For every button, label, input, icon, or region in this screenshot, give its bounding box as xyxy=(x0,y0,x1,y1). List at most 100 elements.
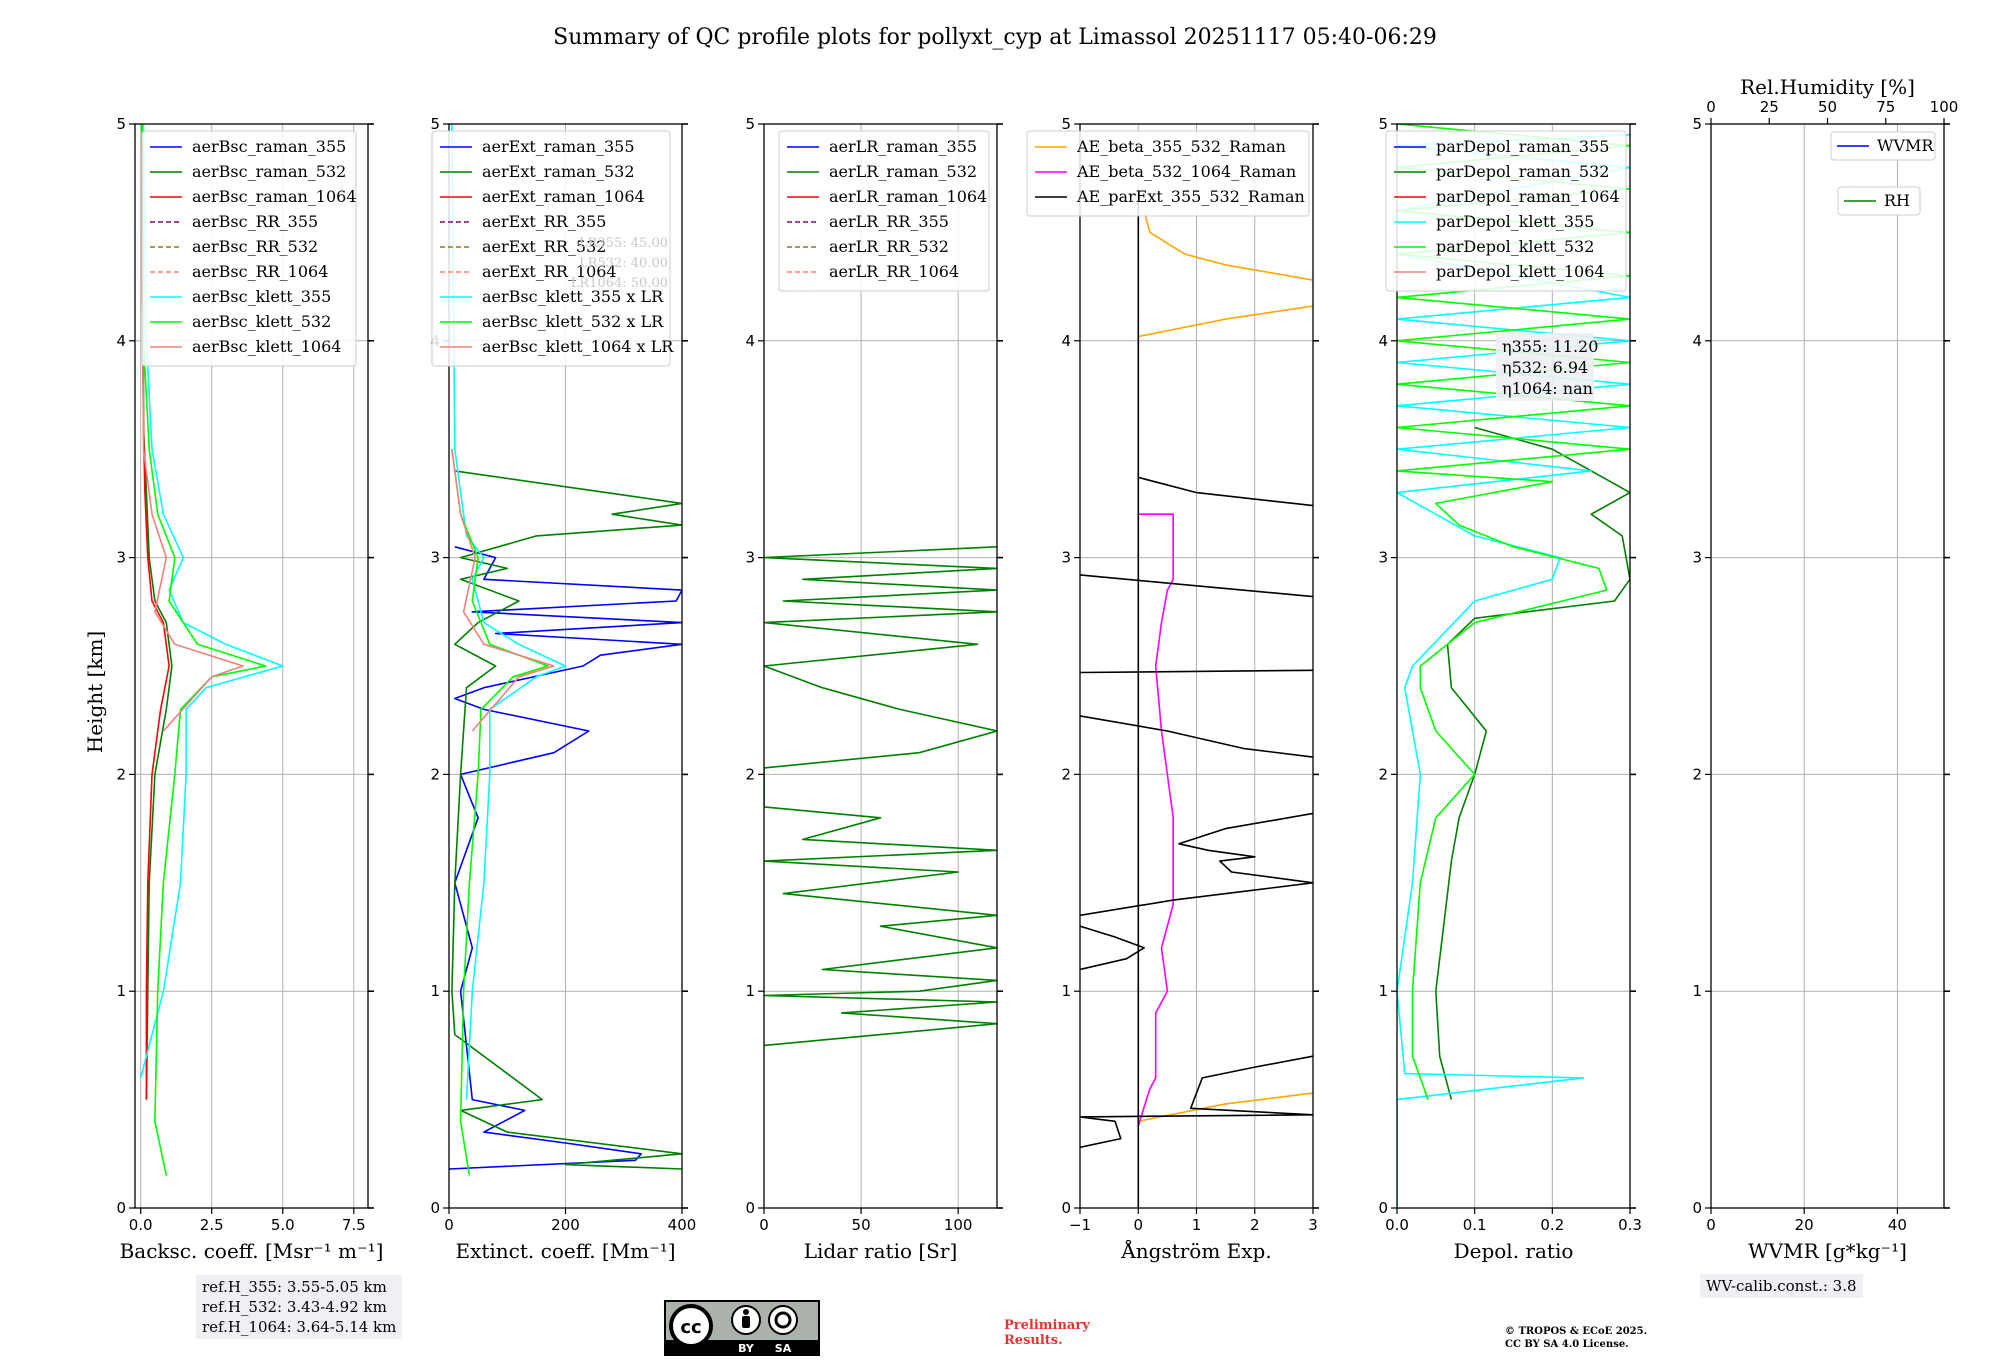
y-tick-label: 1 xyxy=(116,982,126,1000)
y-tick-label: 1 xyxy=(430,982,440,1000)
sa-share-icon xyxy=(768,1305,798,1335)
cc-logo-icon xyxy=(669,1304,713,1348)
x-tick-label: 40 xyxy=(1888,1216,1907,1234)
x-tick-label: 0.0 xyxy=(129,1216,153,1234)
x-tick-label: 0 xyxy=(1133,1216,1143,1234)
y-tick-label: 2 xyxy=(1692,765,1702,783)
series-line-aerBsc_klett_532 xyxy=(141,124,267,1176)
axes-frame xyxy=(134,123,369,1209)
legend-label: aerExt_RR_355 xyxy=(482,212,606,231)
preliminary-note: Preliminary Results. xyxy=(1004,1318,1090,1348)
figure-title: Summary of QC profile plots for pollyxt_… xyxy=(553,25,1437,50)
y-tick-label: 4 xyxy=(116,332,126,350)
lr-annotation: LR532: 40.00 xyxy=(579,256,668,271)
y-tick-label: 0 xyxy=(1378,1199,1388,1217)
series-line-AE_parExt_355_532_Raman xyxy=(1080,715,1313,758)
eta-box xyxy=(1496,333,1594,401)
legend-label: aerExt_RR_1064 xyxy=(482,262,617,281)
by-person-body xyxy=(742,1316,750,1328)
series-line-aerLR_raman_532 xyxy=(764,546,997,1047)
y-axis-label: Height [km] xyxy=(83,631,107,753)
series-line-aerBsc_klett_355 xyxy=(139,124,284,1079)
series-line-AE_beta_355_532_Raman xyxy=(1138,1092,1313,1123)
ref-height-1064: ref.H_1064: 3.64-5.14 km xyxy=(202,1318,397,1336)
legend-label: AE_beta_355_532_Raman xyxy=(1076,137,1286,156)
legend-label: aerBsc_RR_355 xyxy=(192,212,318,231)
x-axis-label: Ångström Exp. xyxy=(1120,1238,1271,1263)
legend-label: aerBsc_klett_1064 xyxy=(192,337,341,356)
x-tick-label: 0 xyxy=(1706,1216,1716,1234)
top-tick-label: 25 xyxy=(1760,98,1779,116)
legend-box xyxy=(1385,130,1627,292)
x-tick-label: 200 xyxy=(551,1216,580,1234)
legend-label: aerLR_raman_532 xyxy=(829,162,977,181)
x-axis-label: WVMR [g*kg⁻¹] xyxy=(1748,1239,1907,1263)
y-tick-label: 0 xyxy=(1692,1199,1702,1217)
series-group xyxy=(449,124,682,1176)
copyright-line-2: CC BY SA 4.0 License. xyxy=(1505,1339,1629,1350)
x-tick-label: 7.5 xyxy=(342,1216,366,1234)
legend-label: aerBsc_RR_532 xyxy=(192,237,318,256)
legend-box xyxy=(431,130,671,367)
x-tick-label: 3 xyxy=(1308,1216,1318,1234)
top-tick-label: 50 xyxy=(1818,98,1837,116)
legend-label: aerExt_raman_1064 xyxy=(482,187,645,206)
legend-label: aerBsc_klett_532 xyxy=(192,312,331,331)
legend-label: aerLR_RR_532 xyxy=(829,237,949,256)
x-tick-label: 5.0 xyxy=(271,1216,295,1234)
legend-box xyxy=(778,130,990,292)
cc-logo-text: cc xyxy=(680,1317,701,1338)
series-line-AE_parExt_355_532_Raman xyxy=(1080,574,1313,598)
panel-ext: 0200400012345Extinct. coeff. [Mm⁻¹]aerEx… xyxy=(430,115,696,1263)
series-line-aerBsc_klett_1064 x LR xyxy=(451,449,555,732)
y-tick-label: 3 xyxy=(430,549,440,567)
y-tick-label: 3 xyxy=(1378,549,1388,567)
legend-label: aerBsc_klett_532 x LR xyxy=(482,312,664,331)
y-tick-label: 1 xyxy=(1378,982,1388,1000)
y-tick-label: 0 xyxy=(430,1199,440,1217)
series-line-AE_beta_355_532_Raman xyxy=(1138,305,1313,338)
legend-label: aerBsc_klett_1064 x LR xyxy=(482,337,674,356)
panel-lr: 0 50 100 0 1 2 3 4 5 Lidar ratio [Sr] aerLR_raman_… xyxy=(745,115,1003,1263)
x-axis-label: Backsc. coeff. [Msr⁻¹ m⁻¹] xyxy=(120,1239,384,1263)
y-tick-label: 5 xyxy=(745,115,755,133)
x-tick-label: 1 xyxy=(1192,1216,1202,1234)
series-group xyxy=(1080,189,1313,1208)
legend-label: aerBsc_RR_1064 xyxy=(192,262,328,281)
legend-label: aerLR_raman_1064 xyxy=(829,187,987,206)
series-line-AE_parExt_355_532_Raman xyxy=(1137,476,1313,1208)
series-line-aerBsc_klett_532 x LR xyxy=(451,449,549,1176)
x-axis-label: Extinct. coeff. [Mm⁻¹] xyxy=(455,1239,675,1263)
series-line-AE_parExt_355_532_Raman xyxy=(1080,882,1313,917)
sa-label: SA xyxy=(775,1342,792,1355)
legend-label: aerBsc_raman_1064 xyxy=(192,187,357,206)
y-tick-label: 4 xyxy=(1692,332,1702,350)
x-tick-label: 400 xyxy=(668,1216,697,1234)
y-tick-label: 2 xyxy=(1378,765,1388,783)
legend-label: parDepol_klett_532 xyxy=(1436,237,1594,256)
legend-label: AE_parExt_355_532_Raman xyxy=(1076,187,1305,206)
ref-heights-box: ref.H_355: 3.55-5.05 km ref.H_532: 3.43-… xyxy=(196,1275,403,1339)
cc-license-badge: cc BY SA xyxy=(664,1300,820,1356)
panels: 0.0 2.5 5.0 7.5 0 1 2 3 4 5 Backsc. coeff. [Msr⁻¹ … xyxy=(116,75,1958,1263)
x-tick-label: −1 xyxy=(1069,1216,1091,1234)
legend-label: RH xyxy=(1884,191,1910,210)
legend-label: WVMR xyxy=(1877,136,1934,155)
x-tick-label: 0.2 xyxy=(1540,1216,1564,1234)
x-tick-label: 0 xyxy=(444,1216,454,1234)
x-tick-label: 100 xyxy=(944,1216,973,1234)
series-line-parDepol_klett_355 xyxy=(1397,134,1630,1208)
sa-share-arrow xyxy=(774,1311,792,1329)
legend-box xyxy=(1026,130,1310,217)
series-line-aerExt_raman_532 xyxy=(451,470,682,1170)
copyright-note: © TROPOS & ECoE 2025. CC BY SA 4.0 Licen… xyxy=(1505,1325,1647,1351)
y-tick-label: 1 xyxy=(1061,982,1071,1000)
y-tick-label: 4 xyxy=(1061,332,1071,350)
axes-frame xyxy=(1396,123,1631,1209)
panel-wv: 0 20 40 0 1 2 3 4 5 WVMR [g*kg⁻¹] 0 25 50 75 100 Rel.Hu… xyxy=(1692,75,1958,1263)
eta-label: η355: 11.20 xyxy=(1502,337,1598,356)
x-tick-label: 0.3 xyxy=(1618,1216,1642,1234)
legend-label: AE_beta_532_1064_Raman xyxy=(1076,162,1296,181)
x-tick-label: 2.5 xyxy=(200,1216,224,1234)
